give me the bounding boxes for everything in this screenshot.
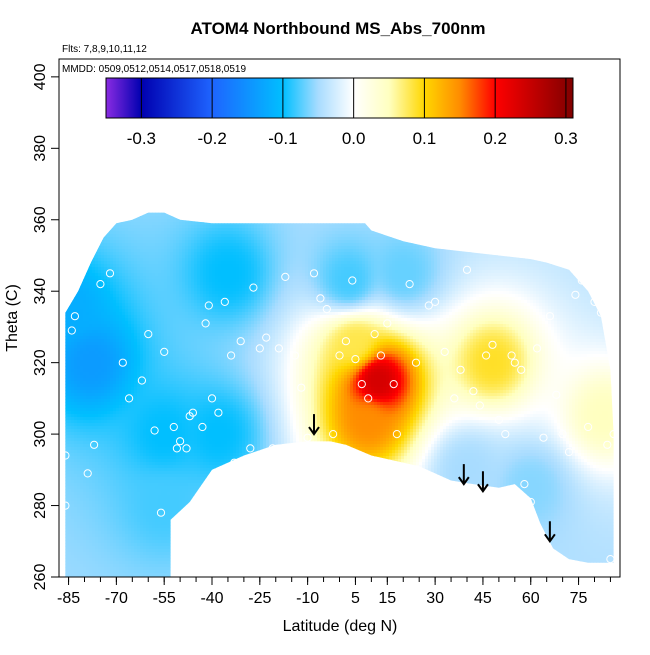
colorbar-tick-label: 0.0 [342,129,366,148]
colorbar-tick-label: 0.3 [554,129,578,148]
colorbar-tick-label: 0.2 [483,129,507,148]
y-tick-label: 280 [32,492,49,519]
y-tick-label: 380 [32,135,49,162]
chart-title: ATOM4 Northbound MS_Abs_700nm [190,19,485,38]
observation-point [196,502,203,509]
flights-label: Flts: 7,8,9,10,11,12 [62,44,147,55]
x-tick-label: -10 [296,590,319,607]
observation-point [578,277,585,284]
y-tick-label: 300 [32,421,49,448]
dates-label: MMDD: 0509,0512,0514,0517,0518,0519 [62,64,246,75]
colorbar-tick-label: -0.2 [197,129,226,148]
colorbar: -0.3 -0.2 -0.1 0.0 0.1 0.2 0.3 [106,78,578,148]
y-tick-label: 360 [32,206,49,233]
x-tick-label: -70 [105,590,128,607]
observation-point [231,459,238,466]
y-tick-label: 400 [32,63,49,90]
y-tick-label: 320 [32,349,49,376]
y-tick-label: 260 [32,564,49,591]
observation-point [212,470,219,477]
observation-point [269,445,276,452]
x-tick-label: 5 [351,590,360,607]
x-axis-label: Latitude (deg N) [283,618,398,635]
x-tick-label: 75 [570,590,588,607]
y-axis-label: Theta (C) [4,284,21,352]
x-axis: -85 -70 -55 -40 -25 -10 5 15 30 45 60 75 [57,577,610,607]
x-tick-label: -85 [57,590,80,607]
x-tick-label: -25 [248,590,271,607]
x-tick-label: -55 [153,590,176,607]
colorbar-tick-label: -0.1 [268,129,297,148]
colorbar-gradient [106,78,573,118]
heatmap-layer [59,159,620,579]
x-tick-label: 45 [474,590,492,607]
y-axis: 260 280 300 320 340 360 380 400 [32,63,59,590]
colorbar-tick-label: -0.3 [127,129,156,148]
x-tick-label: -40 [200,590,223,607]
x-tick-label: 60 [522,590,540,607]
colorbar-tick-label: 0.1 [413,129,437,148]
y-tick-label: 340 [32,278,49,305]
x-tick-label: 30 [426,590,444,607]
x-tick-label: 15 [378,590,396,607]
